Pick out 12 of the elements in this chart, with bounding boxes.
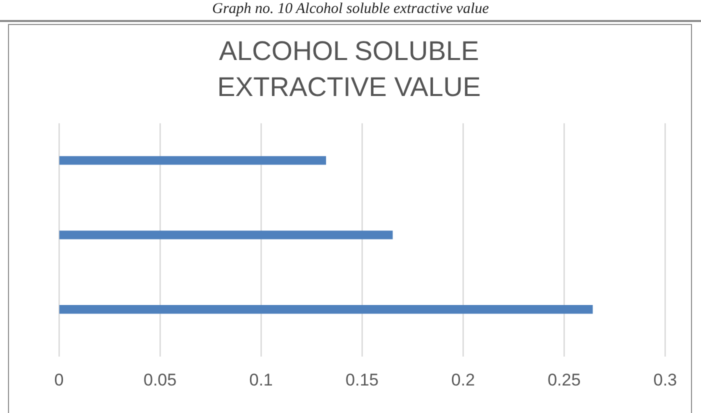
x-tick-label: 0 <box>54 370 64 390</box>
bar <box>59 156 326 165</box>
bar <box>59 230 393 240</box>
chart-title: ALCOHOL SOLUBLE EXTRACTIVE VALUE <box>216 35 482 104</box>
bar <box>59 305 593 314</box>
x-tick-label: 0.15 <box>346 370 379 390</box>
x-tick-label: 0.3 <box>653 370 678 390</box>
x-tick-label: 0.05 <box>143 370 177 390</box>
x-tick-label: 0.2 <box>451 370 475 390</box>
x-tick-label: 0.25 <box>548 370 581 390</box>
text: Graph no. 10 Alcohol soluble extractive value <box>0 0 701 22</box>
x-tick-label: 0.1 <box>249 370 273 390</box>
